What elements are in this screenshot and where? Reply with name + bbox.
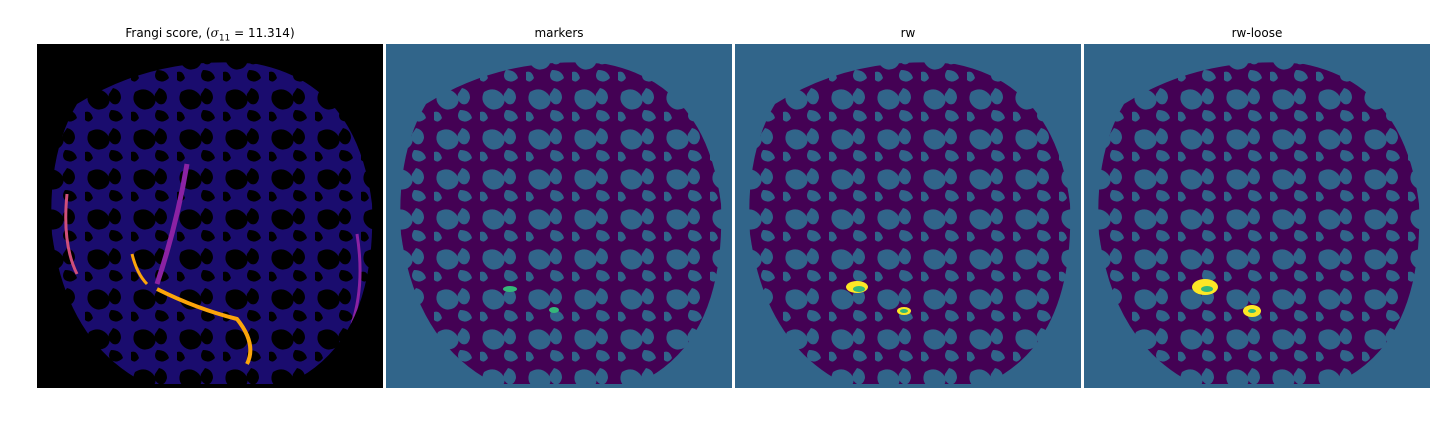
panel-title-rw: rw <box>900 26 916 40</box>
marker-region-1 <box>503 286 517 292</box>
rw-loose-image <box>1084 44 1430 388</box>
panel-title-rw-loose: rw-loose <box>1231 26 1283 40</box>
panel-title-frangi: Frangi score, (σ11 = 11.314) <box>125 26 295 44</box>
markers-image <box>386 44 732 388</box>
marker-region-2 <box>549 307 559 313</box>
rw-image <box>735 44 1081 388</box>
panel-title-markers: markers <box>534 26 584 40</box>
frangi-image <box>37 44 383 388</box>
